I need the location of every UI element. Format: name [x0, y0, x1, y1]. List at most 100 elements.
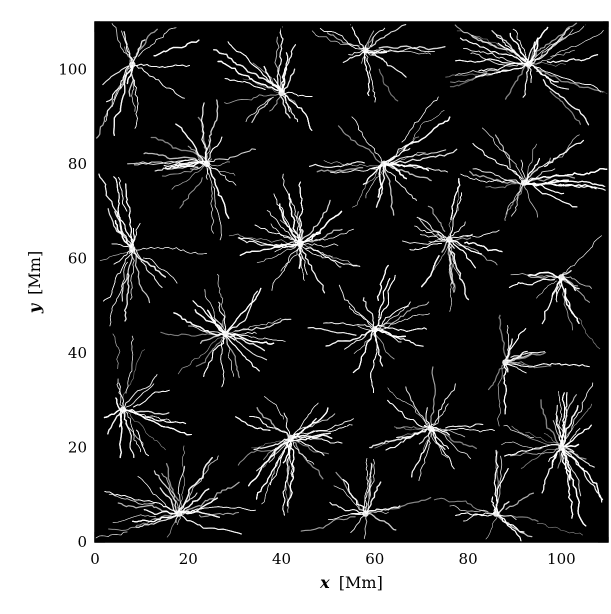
streamline: [280, 96, 291, 119]
streamline: [282, 439, 293, 516]
streamline: [271, 246, 300, 291]
streamline: [449, 221, 466, 237]
sink-point: [446, 236, 453, 243]
sink-point: [297, 241, 304, 248]
streamline: [437, 231, 447, 238]
streamline: [351, 116, 383, 163]
streamline: [226, 290, 258, 334]
streamline: [307, 327, 357, 336]
sink-point: [558, 274, 565, 281]
streamline: [525, 431, 561, 444]
streamline: [374, 327, 424, 347]
streamline: [205, 164, 208, 180]
streamline: [528, 67, 532, 84]
streamline: [280, 243, 301, 272]
streamline: [524, 182, 578, 208]
streamline: [505, 492, 535, 511]
sink-point: [129, 245, 136, 253]
streamline: [116, 378, 123, 407]
streamline: [286, 439, 295, 507]
streamline: [195, 334, 227, 367]
streamline: [401, 96, 439, 143]
streamline: [506, 351, 547, 362]
streamline: [251, 98, 272, 123]
streamline: [550, 30, 604, 57]
y-axis-symbol: y: [25, 302, 44, 314]
streamline: [103, 408, 122, 419]
streamline: [370, 330, 378, 394]
streamline: [207, 165, 236, 176]
streamline: [491, 496, 496, 511]
x-axis-unit: [Mm]: [339, 573, 383, 592]
streamline: [150, 136, 207, 165]
x-tick-labels: 0 20 40 60 80 100: [90, 550, 575, 568]
streamline: [498, 314, 507, 358]
streamline: [284, 92, 290, 112]
streamline: [153, 39, 200, 57]
streamline: [550, 30, 604, 57]
streamline: [121, 249, 133, 302]
streamline: [367, 481, 382, 512]
streamline: [364, 51, 387, 54]
streamline: [454, 24, 498, 48]
streamline: [374, 328, 395, 360]
streamline: [292, 440, 315, 465]
streamline: [274, 36, 282, 91]
streamline: [253, 438, 290, 451]
streamline: [112, 333, 121, 370]
streamline: [368, 512, 397, 531]
streamline: [395, 427, 428, 431]
streamline: [376, 264, 389, 301]
streamline: [212, 186, 222, 241]
streamline: [291, 439, 325, 456]
streamline: [130, 250, 151, 304]
streamline: [452, 239, 483, 255]
streamline: [488, 363, 506, 391]
streamline: [348, 49, 364, 56]
streamline: [329, 501, 365, 514]
streamline: [300, 516, 356, 532]
streamline: [562, 405, 579, 447]
streamline: [364, 463, 373, 513]
streamline: [506, 350, 528, 361]
streamline: [377, 164, 383, 198]
streamline: [385, 165, 417, 201]
streamline: [333, 485, 365, 513]
streamline: [451, 237, 472, 242]
y-tick-label: 60: [68, 249, 87, 267]
streamline: [562, 448, 603, 503]
streamline: [497, 514, 517, 520]
streamline: [402, 116, 451, 152]
streamline: [186, 455, 219, 503]
streamline: [217, 273, 226, 328]
streamline: [485, 517, 498, 540]
streamline: [133, 247, 166, 278]
streamline: [378, 278, 391, 319]
streamline: [425, 407, 430, 427]
streamline: [153, 470, 178, 512]
streamline: [421, 255, 440, 288]
streamline: [235, 416, 271, 431]
streamline: [412, 110, 445, 140]
streamline: [542, 79, 590, 126]
streamline: [131, 39, 146, 65]
streamline: [520, 159, 526, 183]
streamline: [374, 301, 411, 328]
streamline: [529, 22, 578, 62]
streamline: [452, 229, 500, 238]
streamline: [310, 228, 354, 242]
streamline: [449, 505, 489, 512]
streamline: [533, 182, 606, 191]
sink-point: [278, 89, 285, 97]
streamline: [455, 69, 510, 76]
sink-point: [129, 61, 136, 68]
x-axis-symbol: x: [319, 573, 330, 592]
streamline: [308, 161, 365, 168]
streamline: [460, 173, 522, 185]
streamline: [350, 513, 364, 515]
streamline: [377, 329, 402, 343]
streamline: [497, 42, 527, 63]
streamline: [376, 305, 409, 332]
streamline: [475, 63, 527, 78]
streamline: [125, 411, 166, 451]
